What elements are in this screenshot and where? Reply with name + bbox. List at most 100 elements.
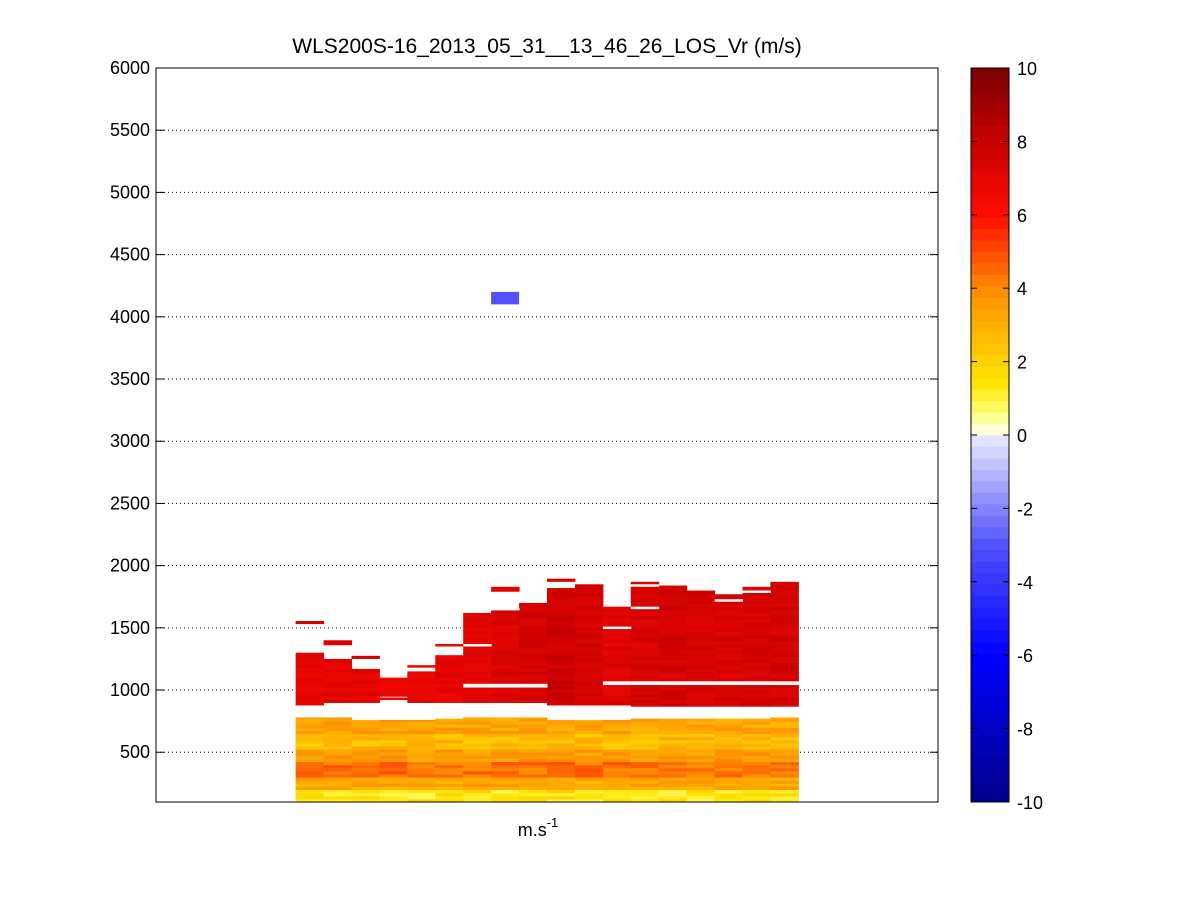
heat-cell <box>463 621 492 626</box>
heat-cell <box>630 783 660 787</box>
heat-cell <box>379 742 408 747</box>
heat-cell <box>770 628 799 633</box>
heat-cell <box>742 656 771 661</box>
heat-cell <box>714 730 743 735</box>
heat-cell <box>407 770 436 775</box>
heat-cell <box>463 724 492 728</box>
heat-cell <box>435 658 464 663</box>
heat-cell <box>658 612 688 617</box>
heat-cell <box>574 742 604 747</box>
colorbar-tick-label--6: -6 <box>1017 646 1033 666</box>
heat-cell <box>714 659 743 664</box>
heat-cell <box>770 665 799 670</box>
heat-cell <box>547 761 576 766</box>
heat-cell <box>547 667 576 672</box>
heat-cell <box>686 693 716 698</box>
y-tick-label-2500: 2500 <box>110 493 150 513</box>
heat-cell <box>602 767 632 772</box>
heat-cell <box>547 783 576 787</box>
heat-cell <box>658 742 688 747</box>
colorbar-band <box>971 297 1009 310</box>
heat-cell <box>714 792 743 797</box>
heat-cell <box>323 724 352 728</box>
heat-cell <box>435 783 464 787</box>
heat-cell <box>463 755 492 759</box>
heat-cell <box>547 721 576 725</box>
heat-cell <box>491 727 520 731</box>
heat-cell <box>351 690 380 694</box>
heat-cell <box>714 780 743 784</box>
heat-cell <box>602 686 632 690</box>
heat-cell <box>742 718 771 722</box>
heat-cell <box>742 625 771 629</box>
heat-cell <box>742 662 771 667</box>
heat-cell <box>742 628 771 633</box>
heat-cell <box>686 628 716 633</box>
heat-cell <box>547 578 576 582</box>
heat-cell <box>463 798 492 803</box>
heat-cell <box>323 730 352 735</box>
colorbar-band <box>971 641 1009 654</box>
heat-cell <box>714 631 743 636</box>
heat-cell <box>323 736 352 741</box>
heat-cell <box>519 752 548 756</box>
heat-cell <box>435 789 464 794</box>
heat-cell <box>463 733 492 738</box>
heat-cell <box>686 730 716 735</box>
heat-cell <box>602 770 632 775</box>
heat-cell <box>491 612 520 616</box>
y-tick-label-5000: 5000 <box>110 182 150 202</box>
heat-cell <box>435 739 464 744</box>
colorbar-tick-label-6: 6 <box>1017 206 1027 226</box>
heat-cell <box>770 739 799 744</box>
heat-cell <box>574 648 604 653</box>
heat-cell <box>519 795 548 800</box>
heat-cell <box>295 670 325 675</box>
heat-cell <box>658 792 688 797</box>
heat-cell <box>435 752 464 756</box>
heat-cell <box>686 733 716 738</box>
heat-cell <box>463 795 492 800</box>
heat-cell <box>323 686 352 691</box>
heat-cell <box>742 637 771 642</box>
heat-cell <box>547 673 576 678</box>
heat-cell <box>602 689 632 694</box>
heat-cell <box>602 620 632 625</box>
heat-cell <box>602 789 632 794</box>
heat-cell <box>547 588 576 591</box>
colorbar-band <box>971 721 1009 734</box>
heat-cell <box>519 652 548 657</box>
heat-cell <box>630 780 660 784</box>
heat-cell <box>714 774 743 778</box>
heat-cell <box>742 665 771 670</box>
heat-cell <box>547 658 576 662</box>
heat-cell <box>658 758 688 763</box>
heat-cell <box>714 783 743 787</box>
heat-cell <box>491 724 520 728</box>
heat-cell <box>491 758 520 763</box>
heat-cell <box>379 693 408 697</box>
heat-cell <box>602 676 632 681</box>
heat-cell <box>547 746 576 750</box>
heat-cell <box>547 730 576 735</box>
heat-cell <box>435 742 464 747</box>
heat-cell <box>658 606 688 611</box>
heat-cell <box>574 599 604 603</box>
y-tick-label-500: 500 <box>120 742 150 762</box>
heat-gap <box>630 584 660 587</box>
heat-cell <box>686 758 716 763</box>
heat-cell <box>686 770 716 775</box>
heat-cell <box>379 764 408 769</box>
heat-cell <box>742 650 771 654</box>
heat-cell <box>491 730 520 735</box>
heat-cell <box>491 795 520 800</box>
heat-cell <box>770 717 799 719</box>
heat-cell <box>770 678 799 682</box>
heat-cell <box>491 755 520 759</box>
y-axis-ticks: 500 1000 1500 2000 2500 3000 3500 4000 4500 5000 5… <box>110 58 938 762</box>
heat-cell <box>770 795 799 800</box>
heat-cell <box>547 683 576 687</box>
heat-cell <box>630 730 660 735</box>
heat-cell <box>463 786 492 791</box>
colorbar-band <box>971 469 1009 482</box>
